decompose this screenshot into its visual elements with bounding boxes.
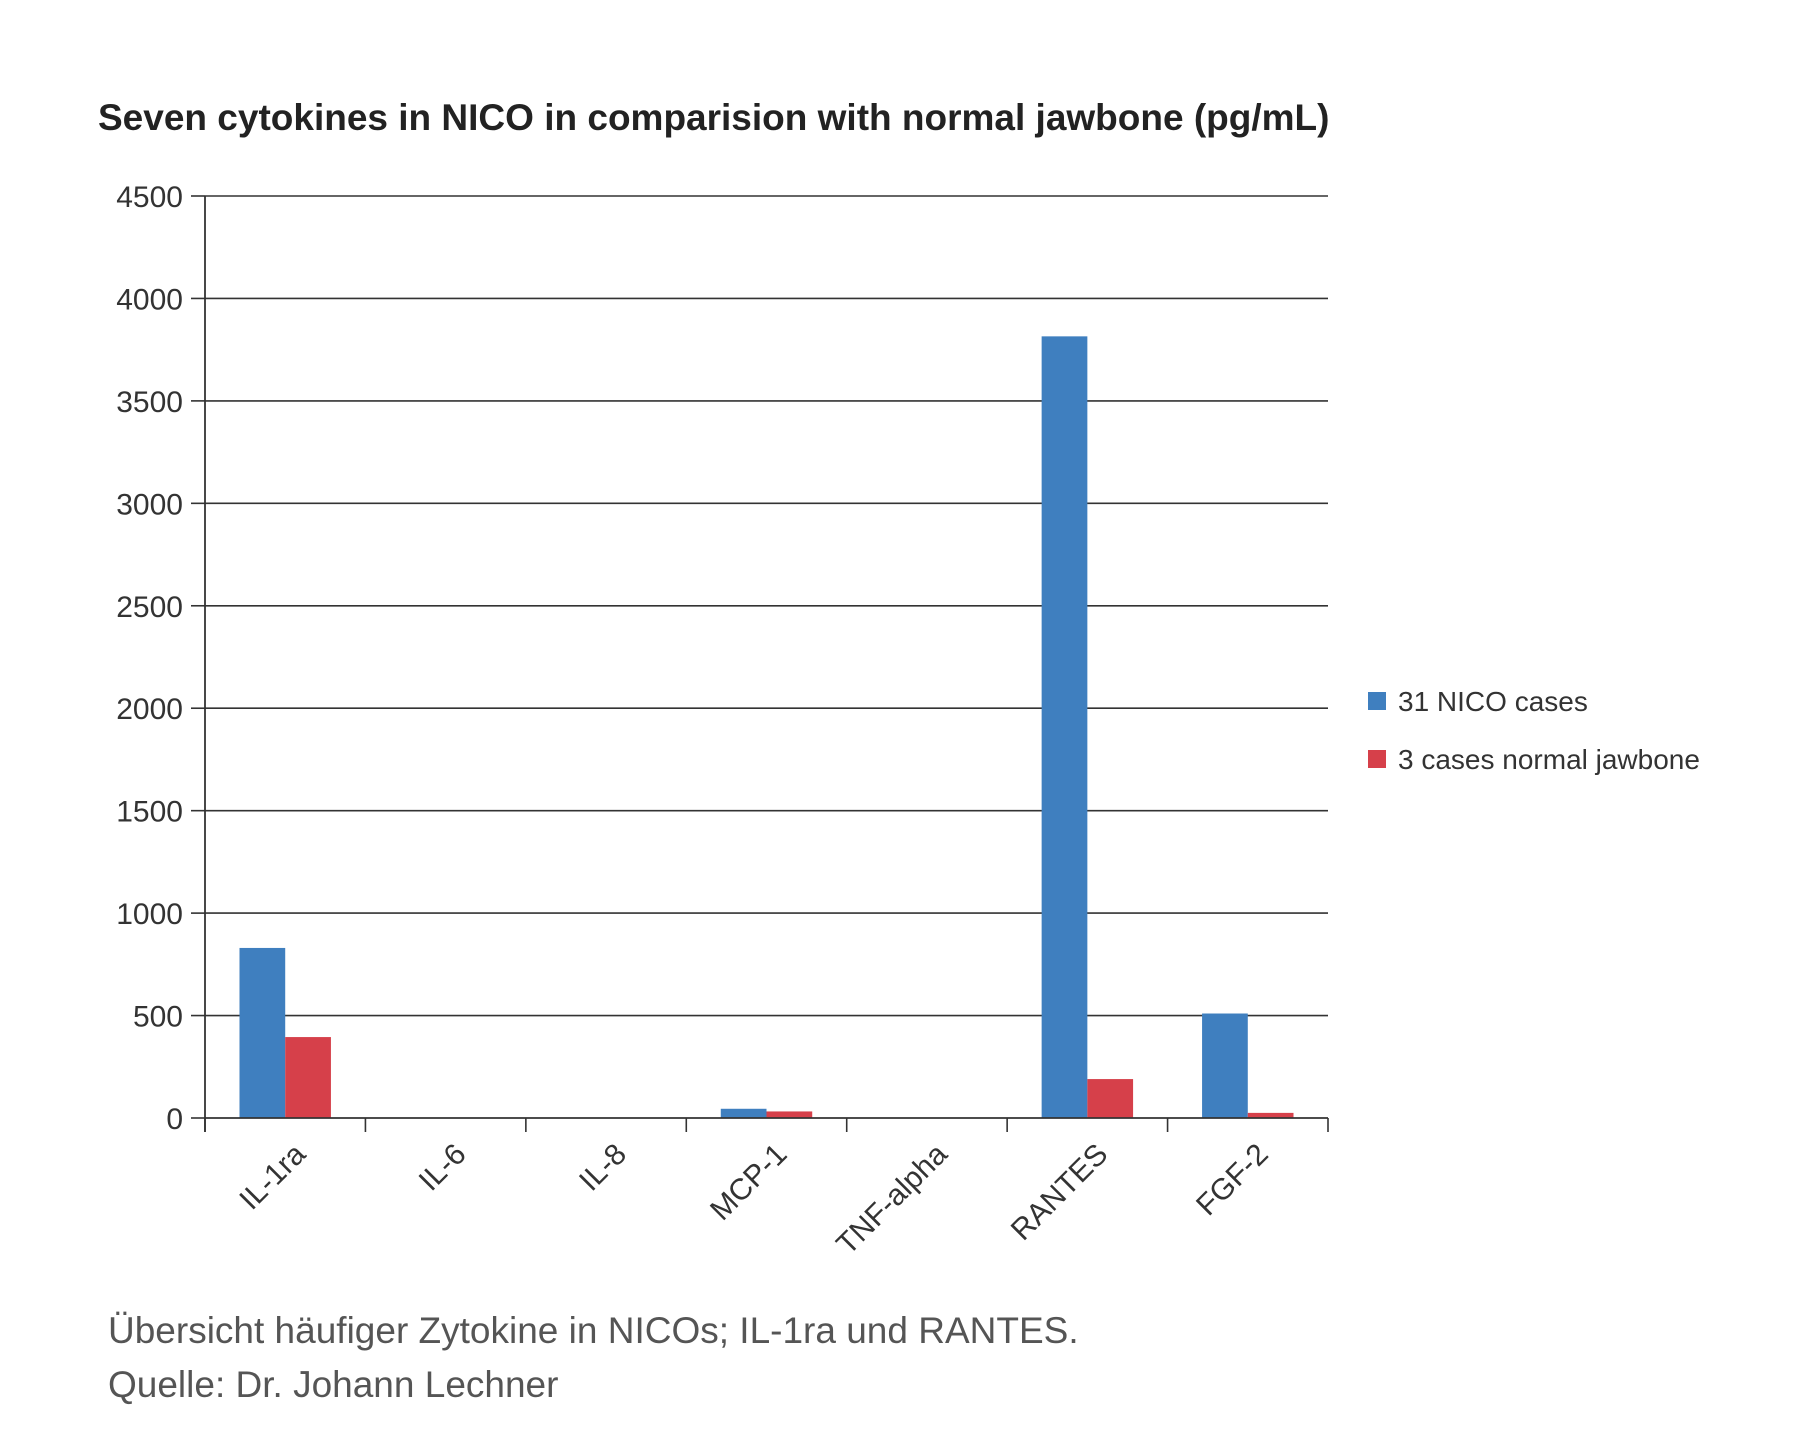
bar-nico-mcp-1	[720, 1108, 767, 1118]
bar-nico-fgf-2	[1202, 1013, 1248, 1118]
legend-label-nico: 31 NICO cases	[1398, 686, 1588, 717]
bar-normal-il-1ra	[285, 1037, 331, 1118]
x-tick-label-il-1ra: IL-1ra	[233, 1137, 312, 1216]
y-tick-label: 0	[166, 1103, 183, 1136]
caption-line-2: Quelle: Dr. Johann Lechner	[108, 1364, 559, 1405]
bar-normal-rantes	[1087, 1079, 1134, 1118]
gridlines	[205, 195, 1328, 1017]
y-tick-label: 2500	[116, 591, 183, 624]
legend-swatch-normal	[1368, 750, 1386, 768]
x-tick-label-tnf-alpha: TNF-alpha	[830, 1137, 954, 1261]
caption-line-1: Übersicht häufiger Zytokine in NICOs; IL…	[108, 1310, 1079, 1351]
x-tick-label-fgf-2: FGF-2	[1190, 1138, 1275, 1223]
y-tick-label: 1500	[116, 796, 183, 829]
y-tick-label: 3500	[116, 386, 183, 419]
x-tick-label-il-8: IL-8	[573, 1138, 633, 1198]
x-tick-label-rantes: RANTES	[1005, 1138, 1114, 1247]
x-tick-label-il-6: IL-6	[413, 1138, 473, 1198]
chart-title: Seven cytokines in NICO in comparision w…	[98, 97, 1329, 138]
y-tick-label: 500	[133, 1001, 183, 1034]
y-tick-label: 4000	[116, 283, 183, 316]
y-tick-label: 1000	[116, 898, 183, 931]
x-tick-label-mcp-1: MCP-1	[704, 1138, 793, 1227]
legend-swatch-nico	[1368, 692, 1386, 710]
y-tick-label: 3000	[116, 488, 183, 521]
y-tick-label: 4500	[116, 181, 183, 214]
legend: 31 NICO cases 3 cases normal jawbone	[1368, 686, 1700, 775]
legend-label-normal: 3 cases normal jawbone	[1398, 744, 1700, 775]
y-tick-label: 2000	[116, 693, 183, 726]
bar-nico-il-1ra	[239, 947, 286, 1118]
bars	[239, 336, 1294, 1118]
bar-nico-rantes	[1041, 336, 1088, 1118]
bar-normal-fgf-2	[1247, 1112, 1294, 1118]
bar-normal-mcp-1	[766, 1111, 813, 1118]
